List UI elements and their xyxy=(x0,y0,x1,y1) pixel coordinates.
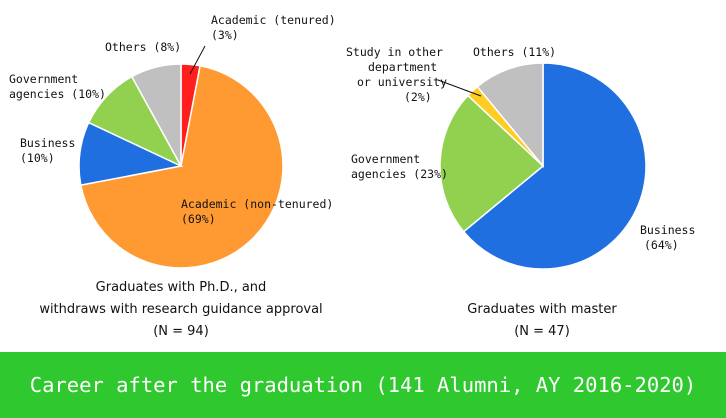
title-banner: Career after the graduation (141 Alumni,… xyxy=(0,352,726,418)
master-business-pct: (64%) xyxy=(644,238,679,252)
phd-caption-line-1: Graduates with Ph.D., and xyxy=(96,280,267,295)
banner-title: Career after the graduation (141 Alumni,… xyxy=(29,373,697,397)
master-slice-others xyxy=(476,62,544,169)
phd-others-label: Others (8%) xyxy=(105,40,181,54)
master-study-label-2: department xyxy=(368,60,437,74)
master-business-label: Business xyxy=(640,223,695,237)
master-slice-business xyxy=(462,62,647,270)
master-study-leader-line xyxy=(437,79,482,97)
phd-business-label: Business xyxy=(20,136,75,150)
pie-charts-area: Academic (tenured) (3%) Others (8%) Gove… xyxy=(9,13,695,339)
master-caption-line-1: Graduates with master xyxy=(467,302,617,317)
master-gov-pct: agencies (23%) xyxy=(351,167,448,181)
phd-gov-pct: agencies (10%) xyxy=(9,87,106,101)
master-pie-chart xyxy=(439,62,647,270)
phd-tenured-leader-line xyxy=(189,45,206,75)
phd-caption-line-3: (N = 94) xyxy=(153,324,209,339)
phd-slice-others xyxy=(130,63,182,167)
master-study-pct: (2%) xyxy=(404,90,432,104)
phd-caption-line-2: withdraws with research guidance approva… xyxy=(39,302,322,317)
master-slice-government-agencies xyxy=(439,94,545,233)
phd-pie-chart xyxy=(78,63,284,269)
master-caption-line-2: (N = 47) xyxy=(514,324,570,339)
phd-business-pct: (10%) xyxy=(20,151,55,165)
master-gov-label: Government xyxy=(351,152,420,166)
master-study-label-1: Study in other xyxy=(346,45,443,59)
phd-nontenured-pct: (69%) xyxy=(181,212,216,226)
phd-tenured-label: Academic (tenured) xyxy=(211,13,336,27)
phd-nontenured-label: Academic (non-tenured) xyxy=(181,197,333,211)
master-others-label: Others (11%) xyxy=(473,45,556,59)
phd-tenured-pct: (3%) xyxy=(211,28,239,42)
master-study-label-3: or university xyxy=(357,75,447,89)
phd-gov-label: Government xyxy=(9,72,78,86)
